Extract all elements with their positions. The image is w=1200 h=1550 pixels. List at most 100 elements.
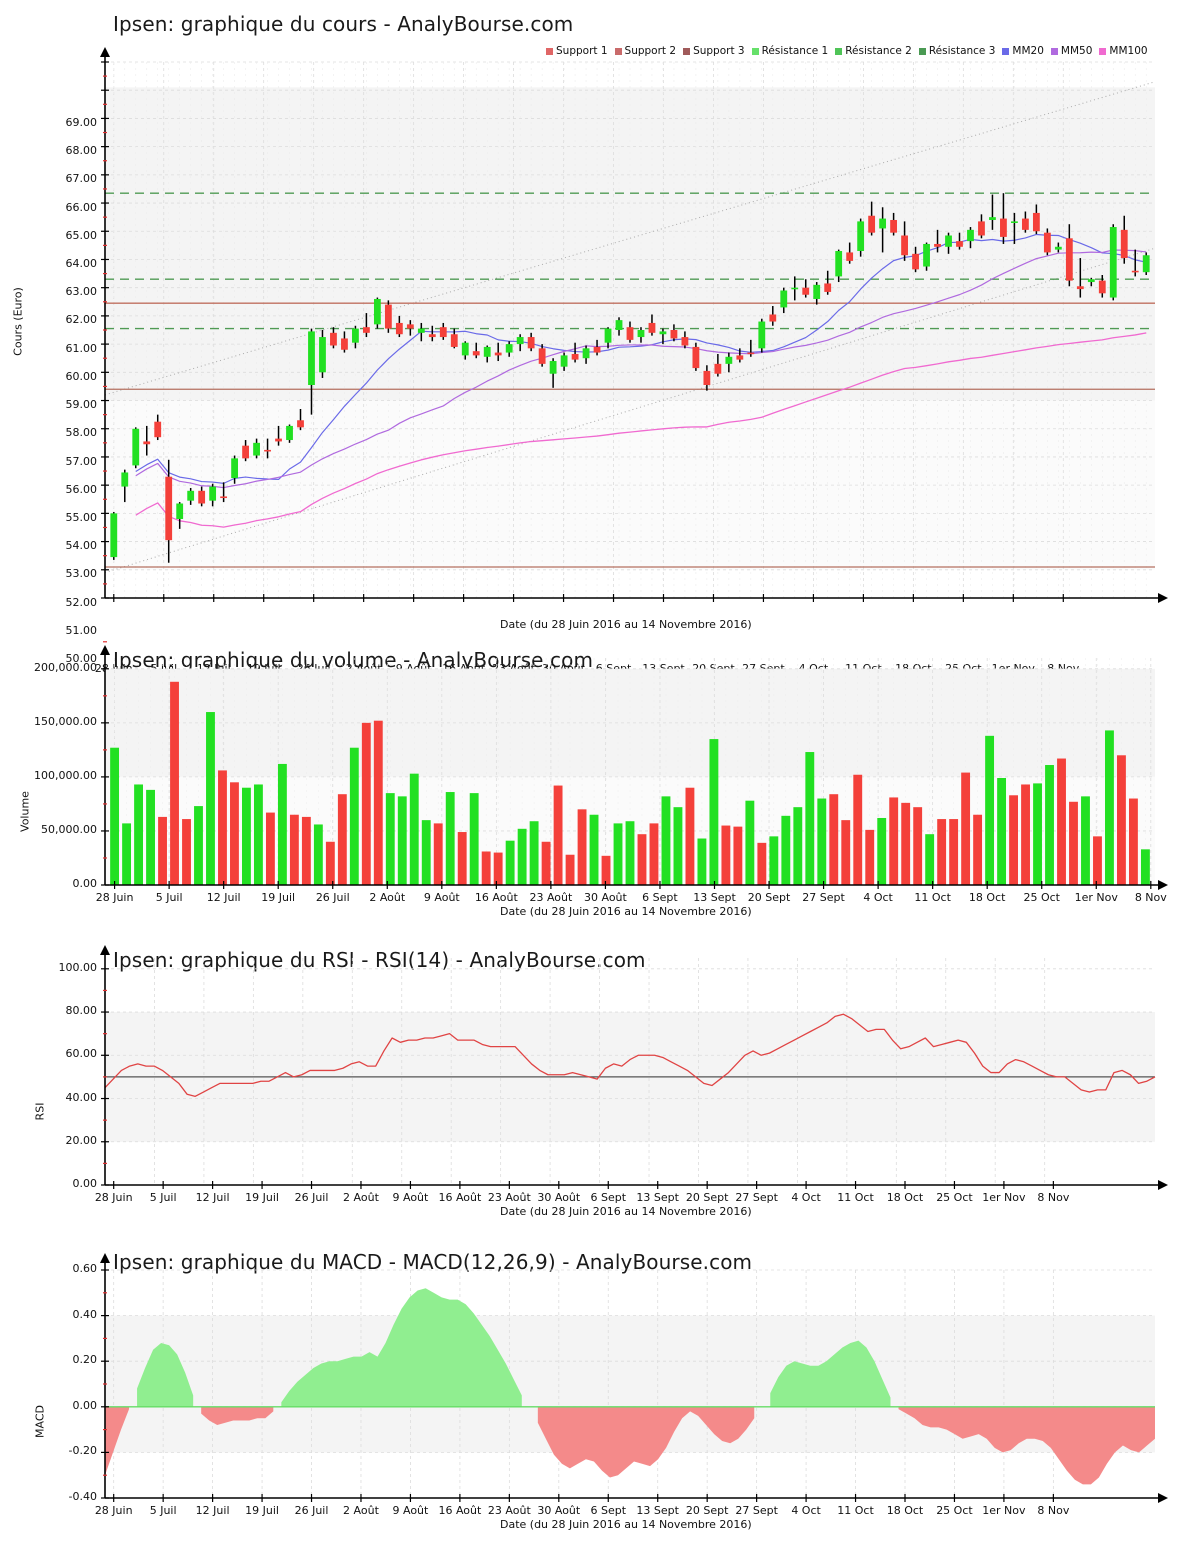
candlestick[interactable] [352, 325, 359, 349]
candlestick[interactable] [626, 321, 634, 343]
legend-item[interactable]: Résistance 1 [751, 45, 828, 57]
volume-bar[interactable] [829, 794, 839, 885]
volume-bar[interactable] [361, 722, 371, 885]
candlestick[interactable] [637, 327, 645, 343]
candlestick[interactable] [791, 276, 799, 301]
volume-bar[interactable] [265, 812, 275, 885]
candlestick[interactable] [121, 469, 129, 503]
volume-bar[interactable] [637, 834, 647, 885]
candlestick[interactable] [846, 242, 854, 264]
candlestick[interactable] [198, 486, 206, 507]
legend-item[interactable]: MM20 [1002, 45, 1044, 57]
volume-bar[interactable] [853, 774, 863, 885]
volume-bar[interactable] [445, 792, 455, 885]
candlestick[interactable] [132, 427, 140, 469]
candlestick[interactable] [472, 342, 480, 359]
candlestick[interactable] [967, 227, 974, 249]
candlestick[interactable] [901, 221, 908, 261]
volume-bar[interactable] [110, 747, 120, 885]
volume-bar[interactable] [1033, 783, 1042, 885]
candlestick[interactable] [802, 279, 810, 298]
candlestick[interactable] [549, 358, 557, 388]
candlestick[interactable] [769, 306, 777, 326]
candlestick[interactable] [1011, 212, 1018, 244]
candlestick[interactable] [714, 353, 722, 377]
volume-bar[interactable] [373, 720, 383, 885]
volume-bar[interactable] [1069, 801, 1078, 885]
price-plot-area[interactable] [0, 0, 1200, 640]
candlestick[interactable] [560, 352, 568, 371]
candlestick[interactable] [736, 348, 744, 363]
candlestick[interactable] [176, 502, 184, 529]
rsi-plot-area[interactable] [0, 940, 1200, 1240]
volume-bar[interactable] [421, 820, 431, 885]
candlestick[interactable] [417, 322, 425, 342]
candlestick[interactable] [978, 214, 985, 239]
legend-item[interactable]: Résistance 2 [835, 45, 912, 57]
candlestick[interactable] [989, 194, 996, 230]
volume-bar[interactable] [325, 841, 335, 885]
candlestick[interactable] [681, 331, 689, 349]
candlestick[interactable] [538, 344, 546, 367]
volume-bar[interactable] [277, 763, 287, 885]
candlestick[interactable] [428, 325, 436, 342]
volume-bar[interactable] [122, 823, 132, 885]
volume-bar[interactable] [529, 821, 539, 885]
legend-item[interactable]: Support 1 [546, 45, 608, 57]
candlestick[interactable] [824, 270, 832, 295]
candlestick[interactable] [1120, 215, 1128, 264]
volume-bar[interactable] [134, 784, 143, 885]
volume-bar[interactable] [146, 789, 155, 885]
volume-bar[interactable] [613, 823, 623, 885]
volume-bar[interactable] [541, 841, 551, 885]
candlestick[interactable] [912, 246, 919, 273]
candlestick[interactable] [527, 332, 535, 352]
volume-bar[interactable] [745, 800, 755, 885]
legend-item[interactable]: Support 3 [683, 45, 745, 57]
volume-bar[interactable] [577, 809, 587, 885]
volume-bar[interactable] [865, 829, 875, 885]
volume-bar[interactable] [841, 820, 851, 885]
candlestick[interactable] [461, 341, 469, 360]
volume-bar[interactable] [769, 836, 779, 885]
candlestick[interactable] [253, 438, 260, 459]
candlestick[interactable] [231, 455, 239, 484]
candlestick[interactable] [406, 320, 414, 336]
volume-bar[interactable] [793, 807, 803, 885]
volume-bar[interactable] [817, 798, 827, 885]
volume-bar[interactable] [409, 773, 419, 885]
candlestick[interactable] [1065, 224, 1073, 287]
candlestick[interactable] [1054, 242, 1062, 253]
volume-bar[interactable] [1009, 795, 1018, 885]
volume-bar[interactable] [721, 825, 731, 885]
candlestick[interactable] [1142, 252, 1150, 275]
volume-bar[interactable] [242, 787, 251, 885]
candlestick[interactable] [341, 331, 348, 353]
candlestick[interactable] [571, 342, 579, 363]
volume-bar[interactable] [685, 787, 695, 885]
volume-bar[interactable] [313, 824, 323, 885]
candlestick[interactable] [395, 315, 403, 338]
volume-bar[interactable] [1021, 784, 1030, 885]
volume-bar[interactable] [182, 819, 191, 885]
candlestick[interactable] [439, 322, 447, 340]
candlestick[interactable] [890, 212, 898, 236]
volume-bar[interactable] [877, 817, 887, 885]
volume-bar[interactable] [1093, 836, 1102, 885]
volume-bar[interactable] [565, 854, 575, 885]
volume-bar[interactable] [1140, 849, 1150, 885]
candlestick[interactable] [516, 334, 524, 352]
volume-bar[interactable] [913, 807, 923, 885]
candlestick[interactable] [1000, 193, 1007, 244]
volume-bar[interactable] [457, 832, 467, 885]
candlestick[interactable] [747, 339, 755, 357]
volume-bar[interactable] [757, 842, 767, 885]
candlestick[interactable] [868, 201, 876, 236]
candlestick[interactable] [209, 483, 217, 507]
volume-bar[interactable] [385, 793, 395, 885]
candlestick[interactable] [945, 232, 952, 254]
volume-bar[interactable] [673, 807, 683, 885]
volume-bar[interactable] [601, 855, 611, 885]
candlestick[interactable] [264, 438, 271, 459]
candlestick[interactable] [813, 282, 821, 305]
